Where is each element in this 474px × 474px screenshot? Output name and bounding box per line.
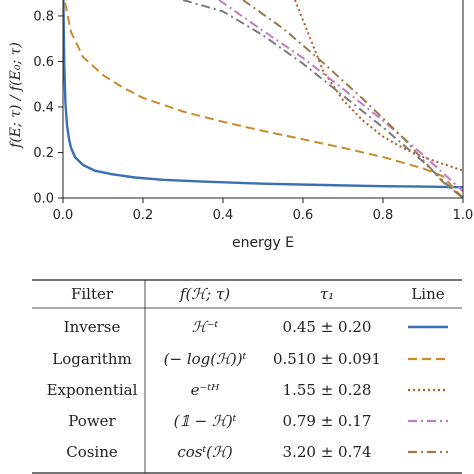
table-row: Cosine cosᵗ(ℋ) 3.20 ± 0.74 <box>66 443 448 461</box>
x-tick-label: 0.4 <box>213 208 234 223</box>
filter-function: (− log(ℋ))ᵗ <box>164 350 247 368</box>
tau-value: 1.55 ± 0.28 <box>283 381 372 399</box>
y-axis-label: f(E; τ) / f(E₀; τ) <box>8 42 24 149</box>
table-row: Exponential e⁻ᵗᴴ 1.55 ± 0.28 <box>47 381 448 399</box>
series-layer <box>63 0 463 198</box>
series-line-power <box>218 0 463 192</box>
filter-name: Inverse <box>64 318 121 336</box>
x-tick-label: 0.8 <box>373 208 394 223</box>
table-header-tau: τ₁ <box>320 285 334 303</box>
tau-value: 0.510 ± 0.091 <box>273 350 381 368</box>
y-tick-label: 0.4 <box>33 100 54 115</box>
filter-function: (𝟙 − ℋ)ᵗ <box>174 412 237 430</box>
x-tick-label: 0.6 <box>293 208 314 223</box>
y-tick-label: 0.2 <box>33 146 54 161</box>
table-row: Logarithm (− log(ℋ))ᵗ 0.510 ± 0.091 <box>52 350 448 368</box>
tau-value: 0.79 ± 0.17 <box>283 412 372 430</box>
tau-value: 3.20 ± 0.74 <box>283 443 372 461</box>
series-line-logarithm <box>64 2 463 198</box>
series-line-inverse <box>63 0 463 189</box>
filter-name: Power <box>68 412 116 430</box>
y-tick-label: 0.6 <box>33 55 54 70</box>
series-line-unlabeled <box>182 0 463 198</box>
tau-value: 0.45 ± 0.20 <box>283 318 372 336</box>
table-row: Power (𝟙 − ℋ)ᵗ 0.79 ± 0.17 <box>68 412 448 430</box>
filter-name: Logarithm <box>52 350 131 368</box>
filter-name: Cosine <box>66 443 118 461</box>
filter-name: Exponential <box>47 381 138 399</box>
series-line-exponential <box>294 0 463 172</box>
table-rows: Inverse ℋ⁻ᵗ 0.45 ± 0.20 Logarithm (− log(ℋ))… <box>47 318 448 461</box>
y-tick-label: 0.0 <box>33 192 54 207</box>
filter-function: ℋ⁻ᵗ <box>192 318 219 336</box>
filter-function: e⁻ᵗᴴ <box>191 381 220 399</box>
table-row: Inverse ℋ⁻ᵗ 0.45 ± 0.20 <box>64 318 448 336</box>
table-header-filter: Filter <box>71 285 114 303</box>
tick-layer: 0.0 0.2 0.4 0.6 0.8 1.0 0.0 0.2 0.4 0.6 0.8 <box>33 9 473 223</box>
legend-table: Filter f(ℋ; τ) τ₁ Line Inverse ℋ⁻ᵗ 0.45 ± … <box>32 279 462 474</box>
x-axis-label: energy E <box>232 235 294 251</box>
filter-function: cosᵗ(ℋ) <box>177 443 233 461</box>
x-tick-label: 0.2 <box>133 208 154 223</box>
x-tick-label: 1.0 <box>453 208 474 223</box>
series-line-cosine <box>242 0 463 198</box>
y-tick-label: 0.8 <box>33 9 54 24</box>
table-header-line: Line <box>411 285 444 303</box>
table-header-function: f(ℋ; τ) <box>179 285 230 303</box>
x-tick-label: 0.0 <box>53 208 74 223</box>
